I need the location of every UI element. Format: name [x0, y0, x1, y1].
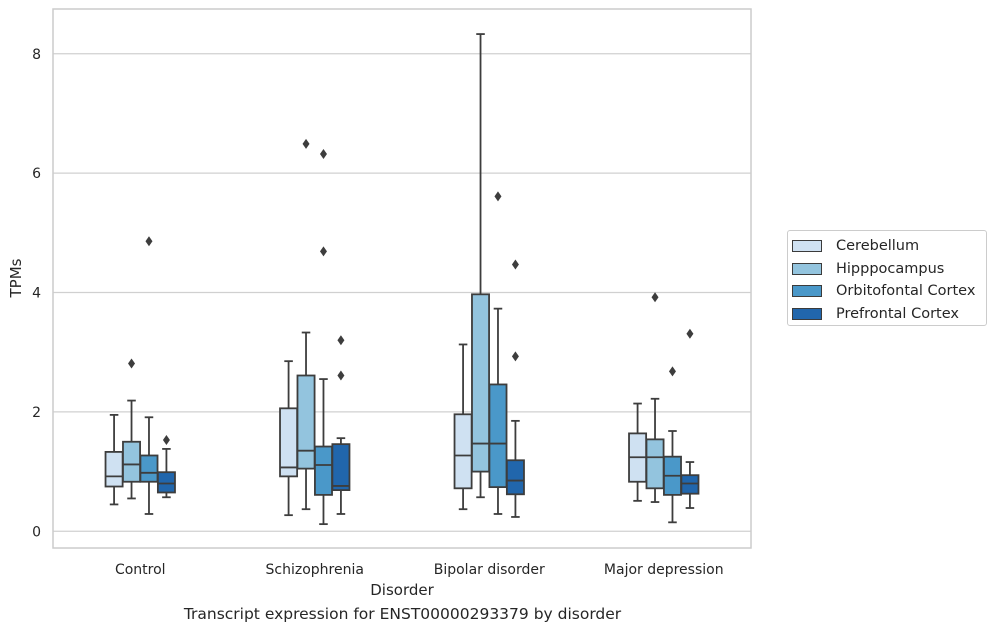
y-tick-labels: 0 2 4 6 8 — [32, 47, 41, 541]
box-iqr — [505, 459, 525, 496]
outlier-point — [145, 236, 153, 247]
box-group — [314, 149, 333, 526]
legend-item: Prefrontal Cortex — [792, 303, 986, 326]
box-iqr — [156, 471, 176, 494]
x-tick-labels: Control Schizophrenia Bipolar disorder Majo… — [115, 562, 724, 578]
legend-swatch — [792, 262, 822, 275]
box-group — [645, 292, 665, 503]
box-group — [453, 343, 473, 511]
y-tick-label: 0 — [32, 524, 41, 540]
box-group — [331, 335, 351, 515]
box-iqr — [139, 454, 159, 483]
box-group — [104, 413, 124, 506]
outlier-point — [337, 370, 345, 381]
boxes-layer — [104, 33, 700, 526]
box-group — [471, 33, 490, 499]
outlier-point — [302, 138, 310, 149]
gridlines — [53, 53, 751, 532]
y-tick-label: 2 — [32, 405, 41, 421]
outlier-point — [651, 292, 659, 303]
legend-label: Orbitofontal Cortex — [836, 283, 976, 300]
legend-swatch — [792, 240, 822, 253]
box-iqr — [279, 407, 299, 478]
box-iqr — [331, 443, 351, 492]
x-tick-label: Control — [115, 562, 166, 578]
box-group — [628, 402, 648, 502]
box-group — [505, 259, 525, 518]
legend-label: Cerebellum — [836, 238, 920, 255]
x-axis-title: Disorder — [370, 581, 434, 599]
box-group — [279, 360, 299, 517]
box-group — [488, 191, 508, 515]
outlier-point — [337, 335, 345, 346]
box-iqr — [122, 440, 141, 483]
box-iqr — [471, 293, 490, 473]
y-tick-label: 6 — [32, 166, 41, 182]
box-group — [663, 366, 682, 524]
box-group — [139, 236, 159, 515]
box-group — [680, 328, 700, 509]
box-iqr — [453, 413, 473, 490]
legend: Cerebellum Hipppocampus Orbitofontal Corte… — [787, 230, 987, 326]
box-group — [122, 358, 141, 500]
box-iqr — [488, 383, 508, 489]
outlier-point — [494, 191, 502, 202]
outlier-point — [668, 366, 676, 377]
legend-item: Hipppocampus — [792, 258, 986, 281]
outlier-point — [511, 259, 519, 270]
box-group — [156, 434, 176, 499]
box-iqr — [645, 438, 665, 490]
x-tick-label: Bipolar disorder — [434, 562, 545, 578]
legend-item: Cerebellum — [792, 235, 986, 258]
legend-label: Prefrontal Cortex — [836, 305, 959, 322]
legend-swatch — [792, 307, 822, 320]
outlier-point — [686, 328, 694, 339]
legend-label: Hipppocampus — [836, 260, 945, 277]
x-tick-label: Major depression — [604, 562, 724, 578]
legend-swatch — [792, 285, 822, 298]
plot-area-frame — [52, 8, 752, 549]
y-axis-title: TPMs — [7, 258, 25, 298]
outlier-point — [128, 358, 136, 369]
y-tick-label: 8 — [32, 47, 41, 63]
x-tick-label: Schizophrenia — [266, 562, 364, 578]
outlier-point — [319, 149, 327, 160]
outlier-point — [511, 351, 519, 362]
box-iqr — [314, 445, 333, 496]
box-iqr — [104, 450, 124, 488]
outlier-point — [319, 246, 327, 257]
legend-item: Orbitofontal Cortex — [792, 280, 986, 303]
box-group — [296, 138, 316, 511]
box-iqr — [296, 374, 316, 470]
chart-caption: Transcript expression for ENST0000029337… — [183, 605, 622, 623]
outlier-point — [162, 434, 170, 445]
y-tick-label: 4 — [32, 286, 41, 302]
